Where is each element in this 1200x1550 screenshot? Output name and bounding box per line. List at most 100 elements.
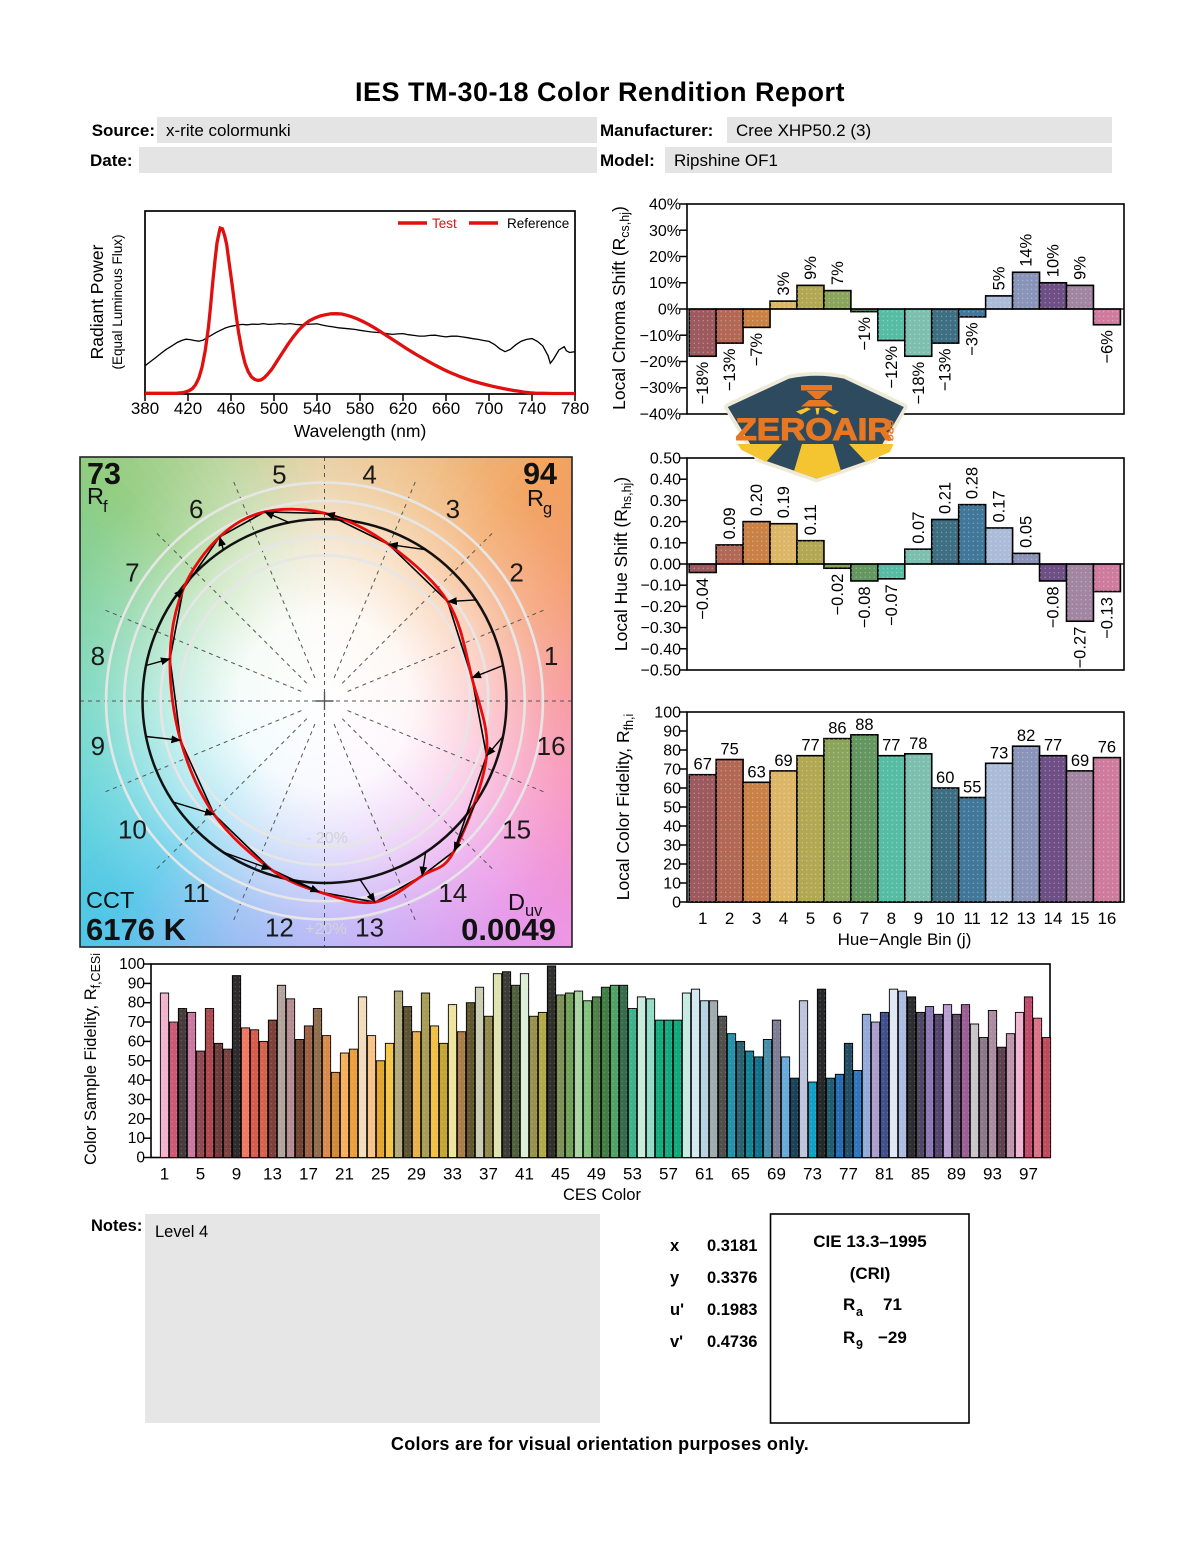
svg-text:−0.13: −0.13	[1098, 597, 1116, 639]
svg-text:u': u'	[670, 1301, 684, 1319]
svg-text:3%: 3%	[775, 271, 793, 295]
svg-text:Model:: Model:	[600, 151, 655, 170]
svg-text:−10%: −10%	[640, 328, 681, 345]
svg-text:30: 30	[663, 838, 681, 855]
svg-text:−0.08: −0.08	[856, 587, 874, 629]
svg-text:−20%: −20%	[640, 354, 681, 371]
svg-text:5%: 5%	[991, 266, 1009, 290]
svg-text:9: 9	[91, 731, 105, 761]
svg-text:ZEROAIR: ZEROAIR	[736, 411, 893, 447]
svg-text:63: 63	[747, 763, 765, 781]
svg-text:3: 3	[446, 494, 460, 524]
svg-text:20: 20	[128, 1111, 146, 1128]
svg-text:13: 13	[1017, 909, 1036, 928]
svg-text:9%: 9%	[1072, 256, 1090, 280]
svg-text:R: R	[843, 1328, 855, 1347]
svg-text:460: 460	[217, 399, 245, 418]
svg-text:0.3181: 0.3181	[707, 1237, 757, 1255]
svg-text:71: 71	[883, 1295, 902, 1314]
svg-text:0.07: 0.07	[910, 512, 928, 544]
svg-text:Color Sample Fidelity, Rf,CESi: Color Sample Fidelity, Rf,CESi	[82, 953, 103, 1165]
svg-text:0.09: 0.09	[721, 507, 739, 539]
svg-text:IES TM-30-18 Color Rendition R: IES TM-30-18 Color Rendition Report	[355, 77, 845, 107]
svg-text:660: 660	[432, 399, 460, 418]
svg-text:ORG: ORG	[884, 420, 895, 442]
svg-text:580: 580	[346, 399, 374, 418]
svg-text:90: 90	[128, 975, 146, 992]
svg-text:R: R	[843, 1295, 855, 1314]
svg-text:5: 5	[196, 1165, 205, 1184]
svg-text:8: 8	[887, 909, 896, 928]
svg-text:10%: 10%	[649, 275, 681, 292]
svg-text:73: 73	[803, 1165, 822, 1184]
svg-text:90: 90	[663, 724, 681, 741]
svg-text:5: 5	[806, 909, 815, 928]
svg-text:1: 1	[160, 1165, 169, 1184]
svg-text:10: 10	[663, 876, 681, 893]
svg-text:88: 88	[855, 716, 873, 734]
svg-text:−0.02: −0.02	[829, 574, 847, 616]
svg-text:50: 50	[128, 1053, 146, 1070]
svg-text:(CRI): (CRI)	[850, 1264, 891, 1283]
svg-text:41: 41	[515, 1165, 534, 1184]
svg-text:65: 65	[731, 1165, 750, 1184]
svg-text:0: 0	[672, 895, 681, 912]
svg-text:9: 9	[856, 1338, 863, 1352]
svg-text:14: 14	[1044, 909, 1063, 928]
svg-text:11: 11	[183, 878, 210, 908]
svg-text:20: 20	[663, 857, 681, 874]
svg-text:93: 93	[983, 1165, 1002, 1184]
svg-text:−0.50: −0.50	[641, 663, 682, 680]
svg-text:73: 73	[990, 744, 1008, 762]
svg-text:Colors are for visual orientat: Colors are for visual orientation purpos…	[391, 1434, 809, 1454]
svg-text:15: 15	[1071, 909, 1090, 928]
svg-text:780: 780	[561, 399, 589, 418]
svg-text:7%: 7%	[829, 261, 847, 285]
svg-text:CES Color: CES Color	[563, 1186, 641, 1204]
svg-text:77: 77	[1044, 737, 1062, 755]
svg-text:−0.40: −0.40	[641, 641, 682, 658]
svg-text:+20%: +20%	[305, 921, 346, 938]
svg-text:Notes:: Notes:	[91, 1217, 142, 1235]
svg-text:−1%: −1%	[856, 317, 874, 351]
svg-text:60: 60	[128, 1033, 146, 1050]
svg-text:100: 100	[654, 705, 681, 722]
svg-text:50: 50	[663, 800, 681, 817]
svg-text:0.0049: 0.0049	[461, 912, 556, 947]
svg-text:33: 33	[443, 1165, 462, 1184]
svg-text:94: 94	[523, 457, 557, 491]
svg-text:x-rite colormunki: x-rite colormunki	[166, 121, 291, 140]
svg-text:Reference: Reference	[507, 216, 569, 231]
svg-text:76: 76	[1098, 739, 1116, 757]
svg-text:21: 21	[335, 1165, 354, 1184]
svg-text:−12%: −12%	[883, 346, 901, 389]
svg-text:a: a	[856, 1305, 864, 1319]
svg-text:Source:: Source:	[92, 121, 155, 140]
svg-text:6: 6	[833, 909, 842, 928]
svg-text:67: 67	[694, 756, 712, 774]
svg-text:75: 75	[720, 741, 738, 759]
svg-text:7: 7	[125, 558, 139, 588]
svg-text:−0.20: −0.20	[641, 599, 682, 616]
svg-text:10%: 10%	[1045, 244, 1063, 277]
svg-text:40%: 40%	[649, 197, 681, 214]
svg-text:−0.10: −0.10	[641, 578, 682, 595]
svg-text:77: 77	[882, 737, 900, 755]
svg-text:13: 13	[263, 1165, 282, 1184]
svg-text:Local Hue Shift (Rhs,hj): Local Hue Shift (Rhs,hj)	[611, 477, 634, 651]
svg-text:f: f	[103, 498, 108, 516]
svg-text:6: 6	[189, 494, 203, 524]
svg-text:540: 540	[303, 399, 331, 418]
svg-text:−30%: −30%	[640, 380, 681, 397]
svg-text:Ripshine OF1: Ripshine OF1	[674, 151, 778, 170]
svg-text:100: 100	[119, 956, 145, 973]
svg-text:57: 57	[659, 1165, 678, 1184]
svg-text:CCT: CCT	[86, 887, 134, 913]
svg-text:14%: 14%	[1018, 233, 1036, 266]
svg-text:73: 73	[87, 457, 121, 491]
svg-text:4: 4	[779, 909, 788, 928]
svg-text:−0.04: −0.04	[694, 578, 712, 620]
svg-text:60: 60	[663, 781, 681, 798]
svg-text:10: 10	[128, 1130, 146, 1147]
svg-text:0.40: 0.40	[650, 472, 681, 489]
